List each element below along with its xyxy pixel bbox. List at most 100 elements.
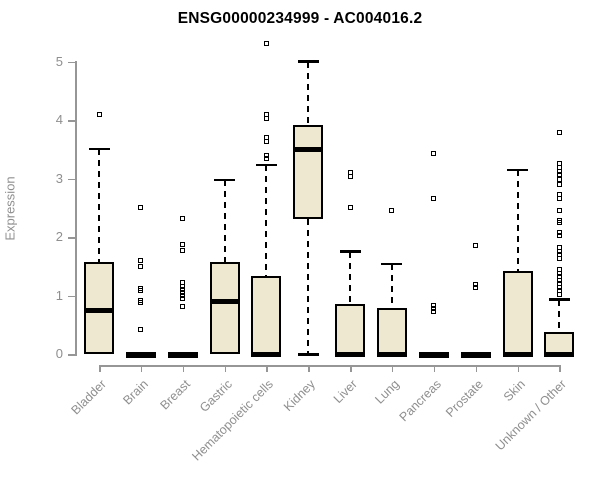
outlier-point bbox=[347, 173, 353, 179]
median-line bbox=[460, 351, 491, 357]
outlier-point bbox=[180, 247, 186, 253]
upper-whisker-cap bbox=[88, 147, 110, 151]
x-axis-tick bbox=[559, 365, 561, 372]
outlier-point bbox=[389, 207, 395, 213]
outlier-point bbox=[473, 242, 479, 248]
x-axis-tick bbox=[308, 365, 310, 372]
outlier-point bbox=[556, 281, 562, 287]
box bbox=[376, 308, 407, 354]
lower-whisker bbox=[307, 219, 310, 354]
outlier-point bbox=[556, 208, 562, 214]
outlier-point bbox=[180, 295, 186, 301]
y-axis-tick bbox=[68, 178, 75, 180]
outlier-point bbox=[180, 290, 186, 296]
upper-whisker-cap bbox=[381, 262, 403, 266]
median-line bbox=[293, 146, 324, 152]
outlier-point bbox=[556, 182, 562, 188]
outlier-point bbox=[431, 150, 437, 156]
x-axis-tick bbox=[475, 365, 478, 372]
outlier-point bbox=[180, 215, 186, 221]
upper-whisker-cap bbox=[297, 60, 319, 63]
outlier-point bbox=[556, 233, 562, 239]
outlier-point bbox=[138, 257, 144, 263]
outlier-point bbox=[556, 177, 562, 183]
y-tick-label: 0 bbox=[55, 346, 63, 361]
x-axis-tick bbox=[266, 365, 268, 372]
outlier-point bbox=[138, 300, 144, 306]
upper-whisker bbox=[265, 165, 268, 277]
upper-whisker-cap bbox=[548, 298, 570, 301]
x-axis-tick bbox=[350, 365, 352, 372]
median-line bbox=[418, 351, 449, 357]
outlier-point bbox=[556, 220, 562, 226]
upper-whisker bbox=[349, 251, 352, 304]
outlier-point bbox=[263, 111, 269, 117]
outlier-point bbox=[473, 282, 479, 288]
outlier-point bbox=[263, 135, 269, 141]
outlier-point bbox=[556, 165, 562, 171]
median-line bbox=[502, 351, 533, 357]
y-tick-label: 3 bbox=[55, 170, 63, 186]
outlier-point bbox=[138, 288, 144, 294]
outlier-point bbox=[431, 302, 437, 308]
median-line bbox=[209, 299, 240, 305]
outlier-point bbox=[556, 172, 562, 178]
y-axis-line bbox=[75, 60, 77, 356]
y-tick-label: 2 bbox=[55, 229, 63, 244]
y-axis-label: Expression bbox=[2, 176, 18, 241]
y-tick-label: 5 bbox=[55, 53, 63, 69]
outlier-point bbox=[556, 196, 562, 202]
median-line bbox=[84, 307, 114, 313]
median-line bbox=[544, 351, 575, 357]
outlier-point bbox=[556, 270, 562, 276]
upper-whisker bbox=[307, 61, 310, 125]
outlier-point bbox=[431, 195, 437, 201]
box bbox=[293, 124, 324, 220]
outlier-point bbox=[180, 280, 186, 286]
outlier-point bbox=[263, 41, 269, 47]
upper-whisker bbox=[98, 149, 100, 263]
outlier-point bbox=[180, 293, 186, 298]
upper-whisker-cap bbox=[214, 178, 236, 182]
y-tick-label: 4 bbox=[55, 112, 63, 127]
x-axis-tick bbox=[517, 365, 519, 372]
y-axis-tick bbox=[68, 295, 75, 297]
outlier-point bbox=[556, 291, 562, 297]
x-axis-tick bbox=[224, 365, 227, 372]
outlier-point bbox=[473, 285, 479, 291]
outlier-point bbox=[180, 287, 186, 293]
outlier-point bbox=[138, 326, 144, 332]
x-axis-tick bbox=[140, 365, 143, 372]
box bbox=[251, 276, 282, 354]
outlier-point bbox=[263, 156, 269, 162]
box bbox=[502, 270, 533, 354]
median-line bbox=[335, 351, 366, 357]
y-tick-label: 1 bbox=[55, 287, 63, 303]
outlier-point bbox=[263, 116, 269, 122]
outlier-point bbox=[556, 130, 562, 136]
upper-whisker-cap bbox=[255, 163, 277, 167]
chart-title: ENSG00000234999 - AC004016.2 bbox=[177, 10, 423, 27]
outlier-point bbox=[138, 263, 144, 269]
median-line bbox=[167, 351, 198, 357]
x-axis-tick bbox=[182, 365, 185, 372]
outlier-point bbox=[431, 309, 437, 315]
median-line bbox=[125, 351, 156, 357]
outlier-point bbox=[180, 303, 186, 309]
outlier-point bbox=[138, 205, 144, 211]
y-axis-tick bbox=[68, 61, 75, 63]
box bbox=[209, 262, 240, 354]
x-axis-tick bbox=[99, 365, 101, 372]
x-axis-tick bbox=[391, 365, 394, 372]
y-axis-tick bbox=[68, 120, 75, 122]
outlier-point bbox=[556, 256, 562, 262]
lower-whisker-cap bbox=[297, 353, 319, 356]
median-line bbox=[376, 351, 407, 357]
upper-whisker bbox=[390, 264, 393, 309]
upper-whisker-cap bbox=[339, 250, 361, 253]
x-axis-line bbox=[99, 365, 561, 367]
box bbox=[335, 303, 366, 354]
x-axis-tick bbox=[433, 365, 436, 372]
y-axis-tick bbox=[68, 237, 75, 239]
